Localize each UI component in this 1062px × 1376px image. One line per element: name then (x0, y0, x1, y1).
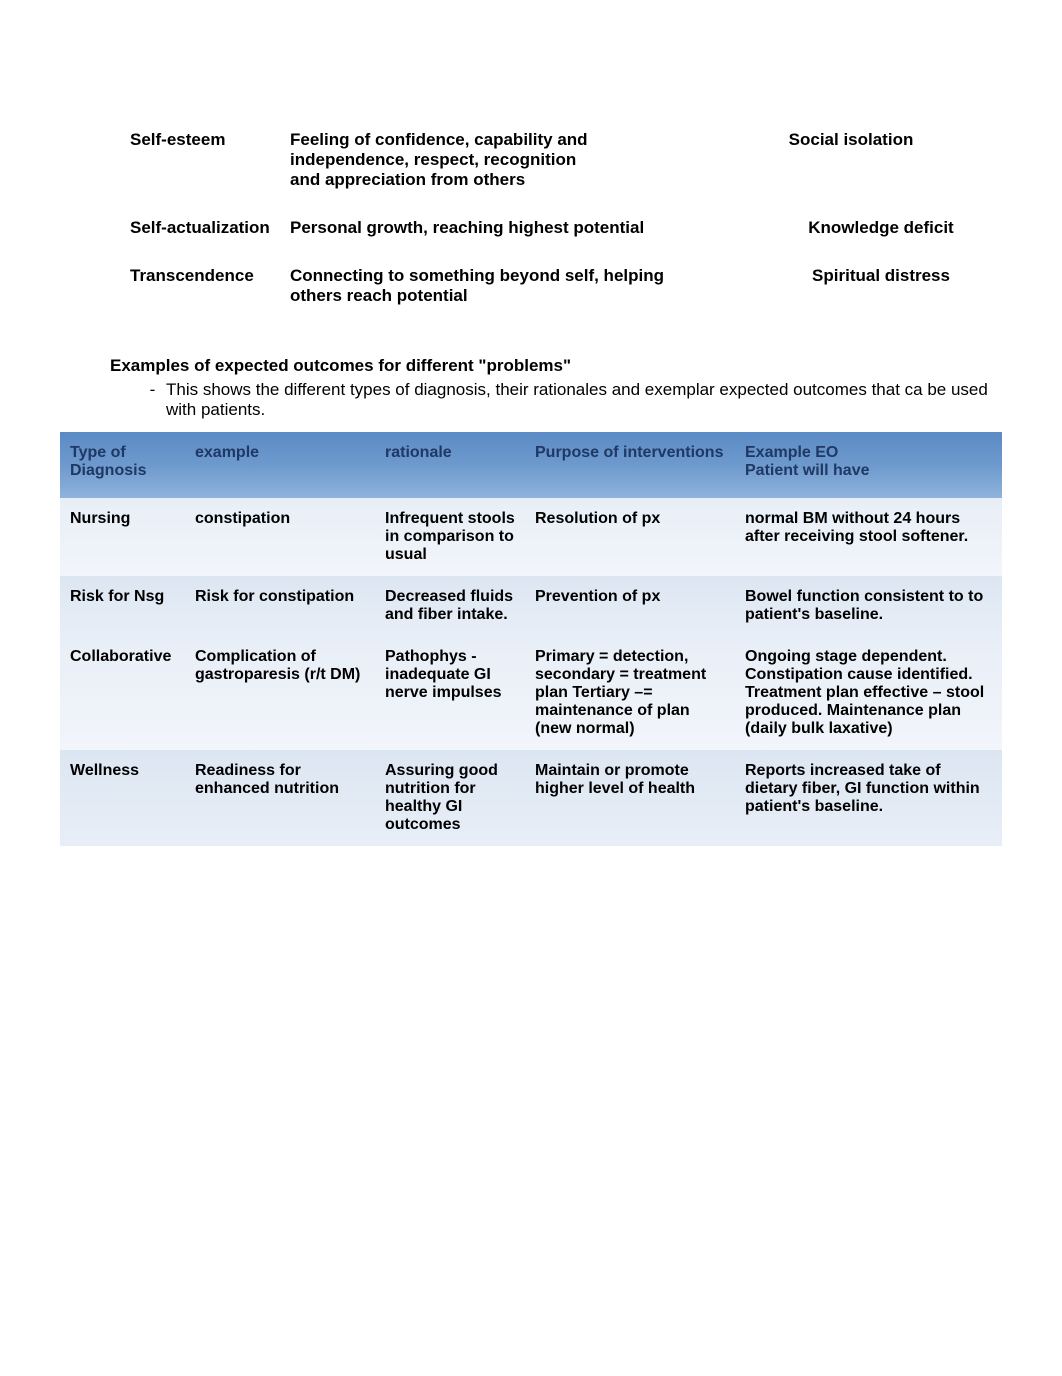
needs-row: Transcendence Connecting to something be… (130, 266, 1062, 306)
need-description: Feeling of confidence, capability and in… (290, 130, 630, 190)
section-bullet: This shows the different types of diagno… (160, 380, 1002, 420)
need-description: Personal growth, reaching highest potent… (290, 218, 690, 238)
cell-eo: Bowel function consistent to to patient'… (735, 576, 1002, 636)
needs-hierarchy-table: Self-esteem Feeling of confidence, capab… (130, 130, 1062, 306)
cell-eo: Ongoing stage dependent. Constipation ca… (735, 636, 1002, 750)
need-label: Transcendence (130, 266, 290, 306)
cell-example: constipation (185, 498, 375, 576)
need-label: Self-actualization (130, 218, 290, 238)
header-example: example (185, 432, 375, 498)
cell-type: Wellness (60, 750, 185, 846)
cell-type: Risk for Nsg (60, 576, 185, 636)
cell-rationale: Decreased fluids and fiber intake. (375, 576, 525, 636)
cell-example: Risk for constipation (185, 576, 375, 636)
cell-purpose: Primary = detection, secondary = treatme… (525, 636, 735, 750)
needs-row: Self-actualization Personal growth, reac… (130, 218, 1062, 238)
table-row: Wellness Readiness for enhanced nutritio… (60, 750, 1002, 846)
header-eo-line2: Patient will have (745, 462, 869, 479)
cell-rationale: Infrequent stools in comparison to usual (375, 498, 525, 576)
needs-row: Self-esteem Feeling of confidence, capab… (130, 130, 1062, 190)
section-heading: Examples of expected outcomes for differ… (110, 356, 1002, 376)
diagnosis-table: Type of Diagnosis example rationale Purp… (60, 432, 1002, 846)
header-purpose: Purpose of interventions (525, 432, 735, 498)
table-header-row: Type of Diagnosis example rationale Purp… (60, 432, 1002, 498)
cell-example: Readiness for enhanced nutrition (185, 750, 375, 846)
cell-purpose: Prevention of px (525, 576, 735, 636)
cell-rationale: Pathophys - inadequate GI nerve impulses (375, 636, 525, 750)
cell-type: Collaborative (60, 636, 185, 750)
header-rationale: rationale (375, 432, 525, 498)
need-diagnosis: Social isolation (630, 130, 1062, 190)
cell-example: Complication of gastroparesis (r/t DM) (185, 636, 375, 750)
table-row: Collaborative Complication of gastropare… (60, 636, 1002, 750)
need-diagnosis: Knowledge deficit (690, 218, 1062, 238)
cell-purpose: Resolution of px (525, 498, 735, 576)
need-description: Connecting to something beyond self, hel… (290, 266, 690, 306)
section-bullet-list: This shows the different types of diagno… (60, 380, 1002, 420)
cell-type: Nursing (60, 498, 185, 576)
header-type: Type of Diagnosis (60, 432, 185, 498)
cell-eo: normal BM without 24 hours after receivi… (735, 498, 1002, 576)
cell-purpose: Maintain or promote higher level of heal… (525, 750, 735, 846)
header-eo: Example EO Patient will have (735, 432, 1002, 498)
document-body: Self-esteem Feeling of confidence, capab… (0, 0, 1062, 886)
cell-rationale: Assuring good nutrition for healthy GI o… (375, 750, 525, 846)
table-row: Nursing constipation Infrequent stools i… (60, 498, 1002, 576)
need-diagnosis: Spiritual distress (690, 266, 1062, 306)
header-eo-line1: Example EO (745, 444, 838, 461)
need-label: Self-esteem (130, 130, 290, 190)
table-row: Risk for Nsg Risk for constipation Decre… (60, 576, 1002, 636)
cell-eo: Reports increased take of dietary fiber,… (735, 750, 1002, 846)
